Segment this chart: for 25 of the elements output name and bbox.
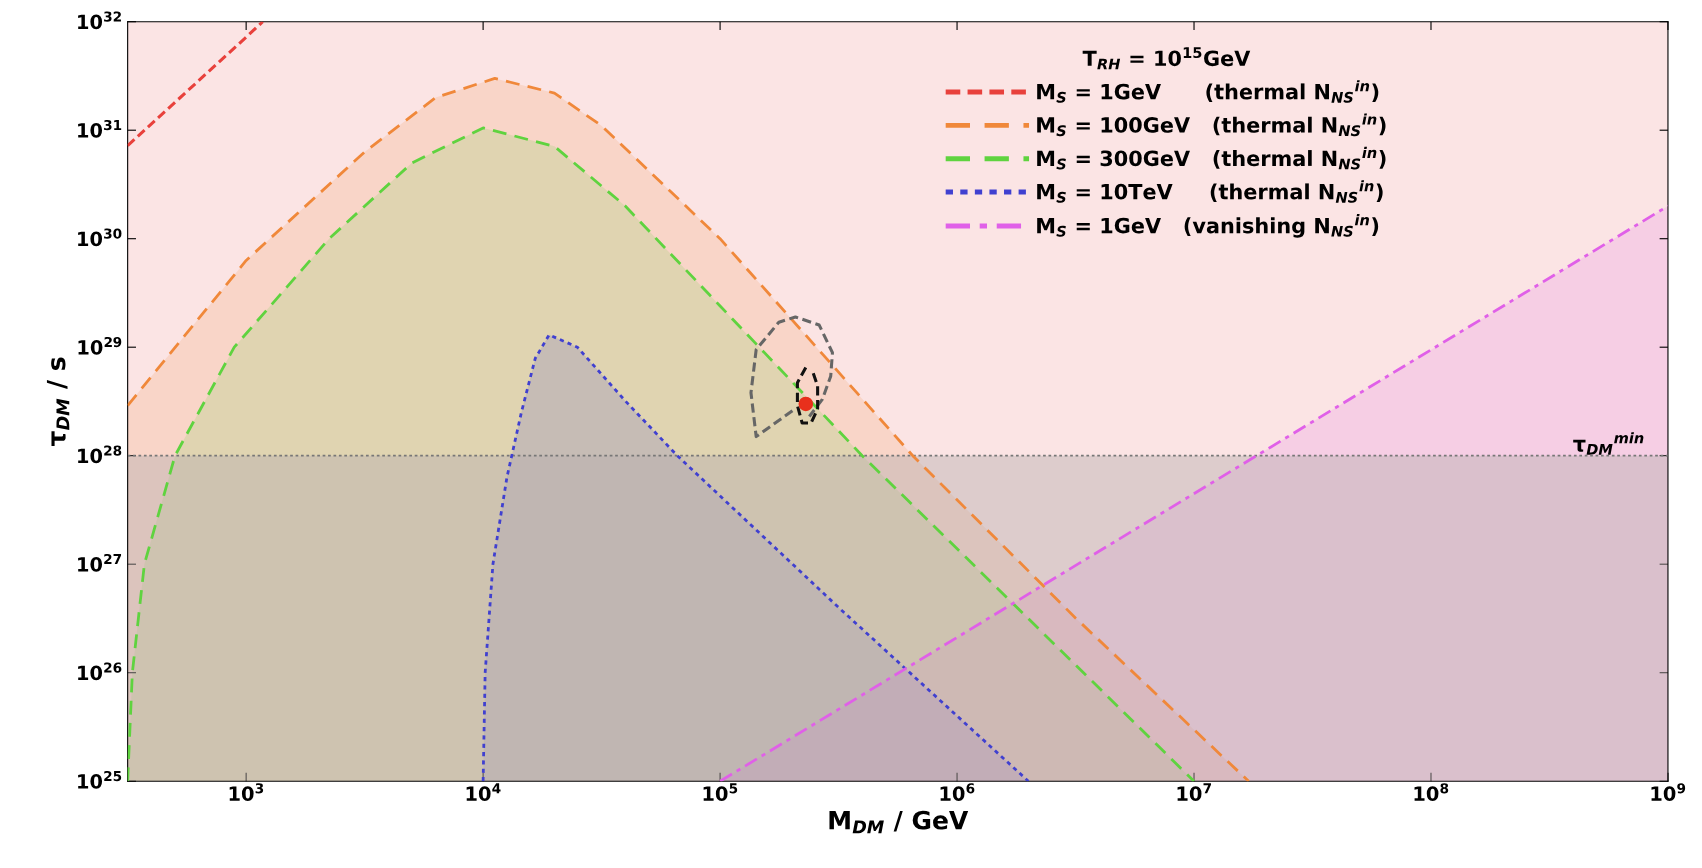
y-axis-title: τ$_{DM}$ / s bbox=[46, 357, 70, 447]
ref-line-label: τ$_{DM}$$^{min}$ bbox=[1573, 432, 1644, 455]
y-tick-label: 10$^{26}$ bbox=[78, 662, 122, 681]
y-tick-label: 10$^{32}$ bbox=[78, 11, 121, 30]
x-tick-label: 10$^{9}$ bbox=[1651, 783, 1686, 801]
y-tick-label: 10$^{29}$ bbox=[78, 336, 122, 355]
legend-label: M$_{S}$ = 300GeV (thermal N$_{NS}$$^{in}$) bbox=[1037, 146, 1386, 170]
x-tick-label: 10$^{3}$ bbox=[229, 783, 264, 801]
legend-label: M$_{S}$ = 1GeV (thermal N$_{NS}$$^{in}$) bbox=[1037, 80, 1379, 103]
y-tick-label: 10$^{25}$ bbox=[78, 770, 122, 789]
line-series bbox=[795, 365, 820, 425]
legend-label: M$_{S}$ = 10TeV (thermal N$_{NS}$$^{in}$) bbox=[1037, 180, 1383, 203]
x-tick-label: 10$^{6}$ bbox=[940, 783, 975, 801]
legend-title: T$_{RH}$ = 10$^{15}$GeV bbox=[1082, 47, 1251, 70]
x-tick-label: 10$^{5}$ bbox=[703, 783, 738, 801]
y-tick-label: 10$^{27}$ bbox=[78, 553, 122, 572]
y-tick-label: 10$^{30}$ bbox=[78, 228, 122, 247]
legend-label: M$_{S}$ = 100GeV (thermal N$_{NS}$$^{in}$) bbox=[1037, 113, 1386, 137]
y-tick-label: 10$^{31}$ bbox=[78, 119, 122, 138]
x-axis-title: M$_{DM}$ / GeV bbox=[829, 810, 969, 834]
legend-label: M$_{S}$ = 1GeV (vanishing N$_{NS}$$^{in}$) bbox=[1037, 214, 1379, 238]
x-tick-label: 10$^{7}$ bbox=[1177, 783, 1211, 801]
y-tick-label: 10$^{28}$ bbox=[78, 445, 122, 464]
x-tick-label: 10$^{8}$ bbox=[1414, 783, 1449, 801]
x-tick-label: 10$^{4}$ bbox=[466, 783, 501, 801]
